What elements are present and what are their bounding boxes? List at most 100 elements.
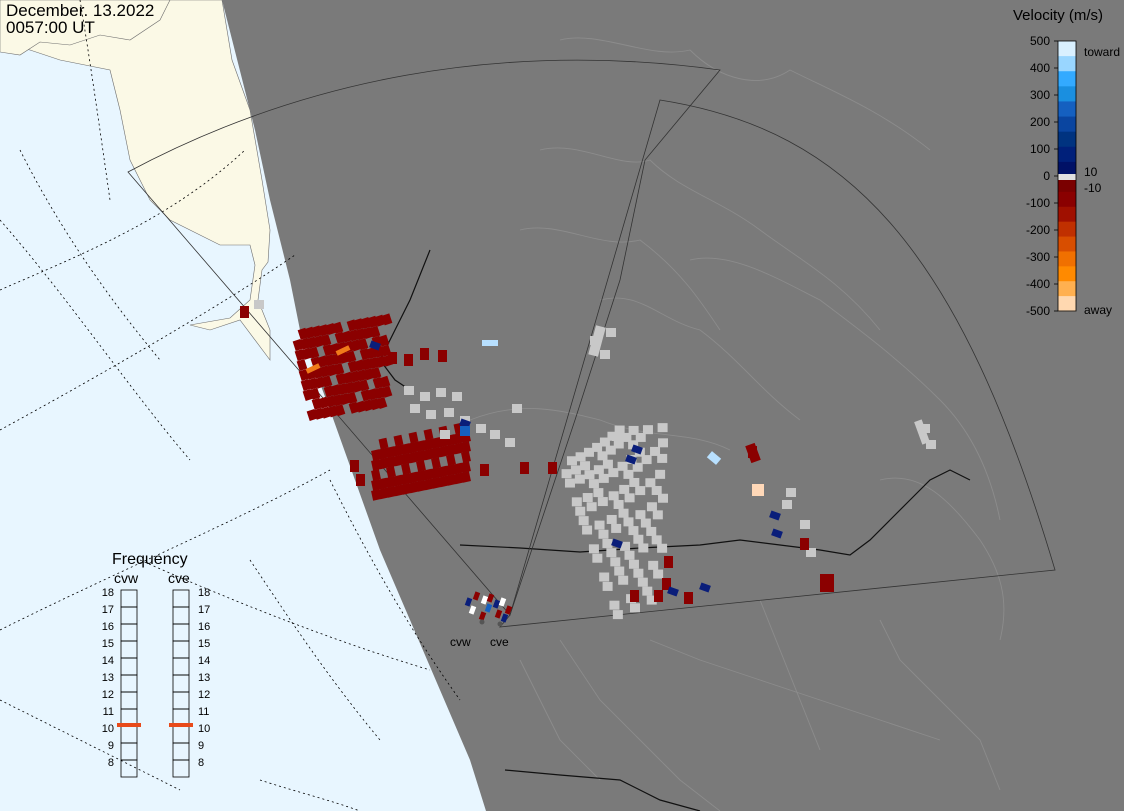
scatter-cell: [305, 363, 321, 374]
scatter-cell: [600, 350, 610, 359]
scatter-cell: [548, 462, 557, 474]
scatter-cell: [820, 574, 834, 592]
scatter-cell: [378, 437, 389, 450]
graticule: [0, 0, 461, 811]
radar-name-cve: cve: [168, 570, 190, 586]
frequency-scale-label: 9: [108, 740, 114, 752]
scatter-cell: [416, 480, 426, 492]
legend-tick-label: -200: [1026, 223, 1050, 237]
scatter-cell: [431, 437, 441, 449]
frequency-scale-label: 11: [103, 706, 114, 718]
scatter-cell: [606, 548, 617, 558]
legend-ticks: 500 400 300 200 100 0 -100 -200 -300 -400 -500: [1026, 34, 1058, 318]
scatter-cell: [635, 432, 646, 442]
scatter-cell: [586, 502, 597, 512]
scatter-cell: [584, 470, 595, 480]
frequency-scale-label: 16: [198, 621, 210, 633]
scatter-cell: [633, 534, 644, 544]
scatter-cell: [657, 423, 668, 433]
scatter-cell: [240, 306, 249, 318]
scatter-cell: [800, 538, 809, 550]
scatter-cell: [423, 468, 434, 481]
scatter-cell: [512, 404, 522, 413]
scatter-cell: [416, 450, 426, 462]
scatter-cell: [494, 609, 503, 619]
scatter-cell: [625, 454, 637, 465]
legend-swatch-away: [1058, 221, 1076, 238]
scatter-cell: [642, 425, 653, 435]
scatter-cell: [640, 518, 651, 528]
legend-tick-label: 0: [1043, 169, 1050, 183]
scatter-cell: [646, 595, 657, 605]
border-line: [459, 469, 971, 556]
legend-swatch-toward: [1058, 86, 1076, 102]
velocity-legend: Velocity (m/s) 500 400 300 200 100 0 -100 -200 -…: [1013, 7, 1120, 318]
frequency-panel: Frequency cvw cve 1817161514131211109818…: [102, 551, 210, 778]
scatter-cell: [651, 485, 662, 495]
scatter-cell: [444, 408, 454, 417]
fov-cvw: [127, 59, 721, 616]
scatter-cell: [452, 392, 462, 401]
scatter-cell: [571, 497, 582, 507]
scatter-cell: [658, 438, 669, 448]
night-region: [222, 0, 1124, 811]
scatter-cell: [320, 334, 332, 347]
scatter-cell: [632, 462, 643, 472]
legend-title: Velocity (m/s): [1013, 7, 1103, 24]
scatter-cell: [628, 526, 639, 536]
frequency-columns: 18 17 16 15 14 13 12 11 10 9 8 18 17 16 15 14 13 12 11 10 9 8: [102, 587, 210, 778]
scatter-cell: [408, 481, 419, 494]
frequency-title: Frequency: [112, 551, 188, 568]
legend-colorbar: [1057, 40, 1077, 312]
scatter-cell: [438, 465, 449, 478]
scatter-cell: [621, 432, 632, 442]
scatter-cell: [609, 600, 620, 610]
scatter-cell: [404, 354, 413, 366]
scatter-cell: [461, 471, 471, 483]
scatter-cell: [431, 447, 441, 459]
legend-swatch-toward: [1058, 71, 1076, 87]
scatter-cell: [378, 334, 390, 347]
legend-swatch-toward: [1058, 116, 1076, 133]
scatter-cell: [401, 473, 411, 485]
legend-pos-threshold: 10: [1084, 165, 1098, 179]
frequency-scale-label: 18: [102, 587, 114, 599]
scatter-cell: [468, 605, 477, 615]
legend-tick-label: 300: [1030, 88, 1050, 102]
scatter-cell: [371, 449, 381, 461]
legend-swatch-away: [1058, 266, 1076, 282]
scatter-cell: [332, 321, 344, 334]
scatter-cell: [624, 493, 635, 503]
scatter-cell: [566, 456, 577, 466]
legend-tick-label: 400: [1030, 61, 1050, 75]
scatter-cell: [611, 538, 623, 549]
scatter-cell: [386, 486, 396, 498]
scatter-cell: [642, 586, 653, 596]
scatter-cell: [583, 447, 594, 457]
scatter-cell: [492, 599, 501, 609]
scatter-cell: [459, 418, 471, 429]
frequency-scale-label: 17: [198, 604, 210, 616]
legend-tick-label: 100: [1030, 142, 1050, 156]
scatter-cell: [575, 506, 586, 516]
scatter-cell: [706, 451, 722, 465]
daylight-land: [0, 0, 271, 361]
scatter-cell: [592, 553, 603, 563]
scatter-cell: [484, 603, 493, 613]
scatter-cell: [408, 441, 419, 454]
scatter-cell: [588, 544, 599, 554]
scatter-cell: [476, 424, 486, 433]
legend-swatch-away: [1058, 191, 1076, 208]
legend-tick-label: 200: [1030, 115, 1050, 129]
scatter-cell: [420, 348, 429, 360]
scatter-cell: [480, 595, 489, 605]
scatter-cell: [638, 543, 649, 553]
scatter-cell: [602, 581, 613, 591]
scatter-cell: [635, 486, 646, 496]
scatter-cell: [667, 586, 679, 597]
scatter-cell: [650, 446, 661, 456]
scatter-cell: [438, 350, 447, 362]
frequency-scale-label: 16: [102, 621, 114, 633]
scatter-cell: [498, 597, 507, 607]
scatter-cell: [410, 404, 420, 413]
